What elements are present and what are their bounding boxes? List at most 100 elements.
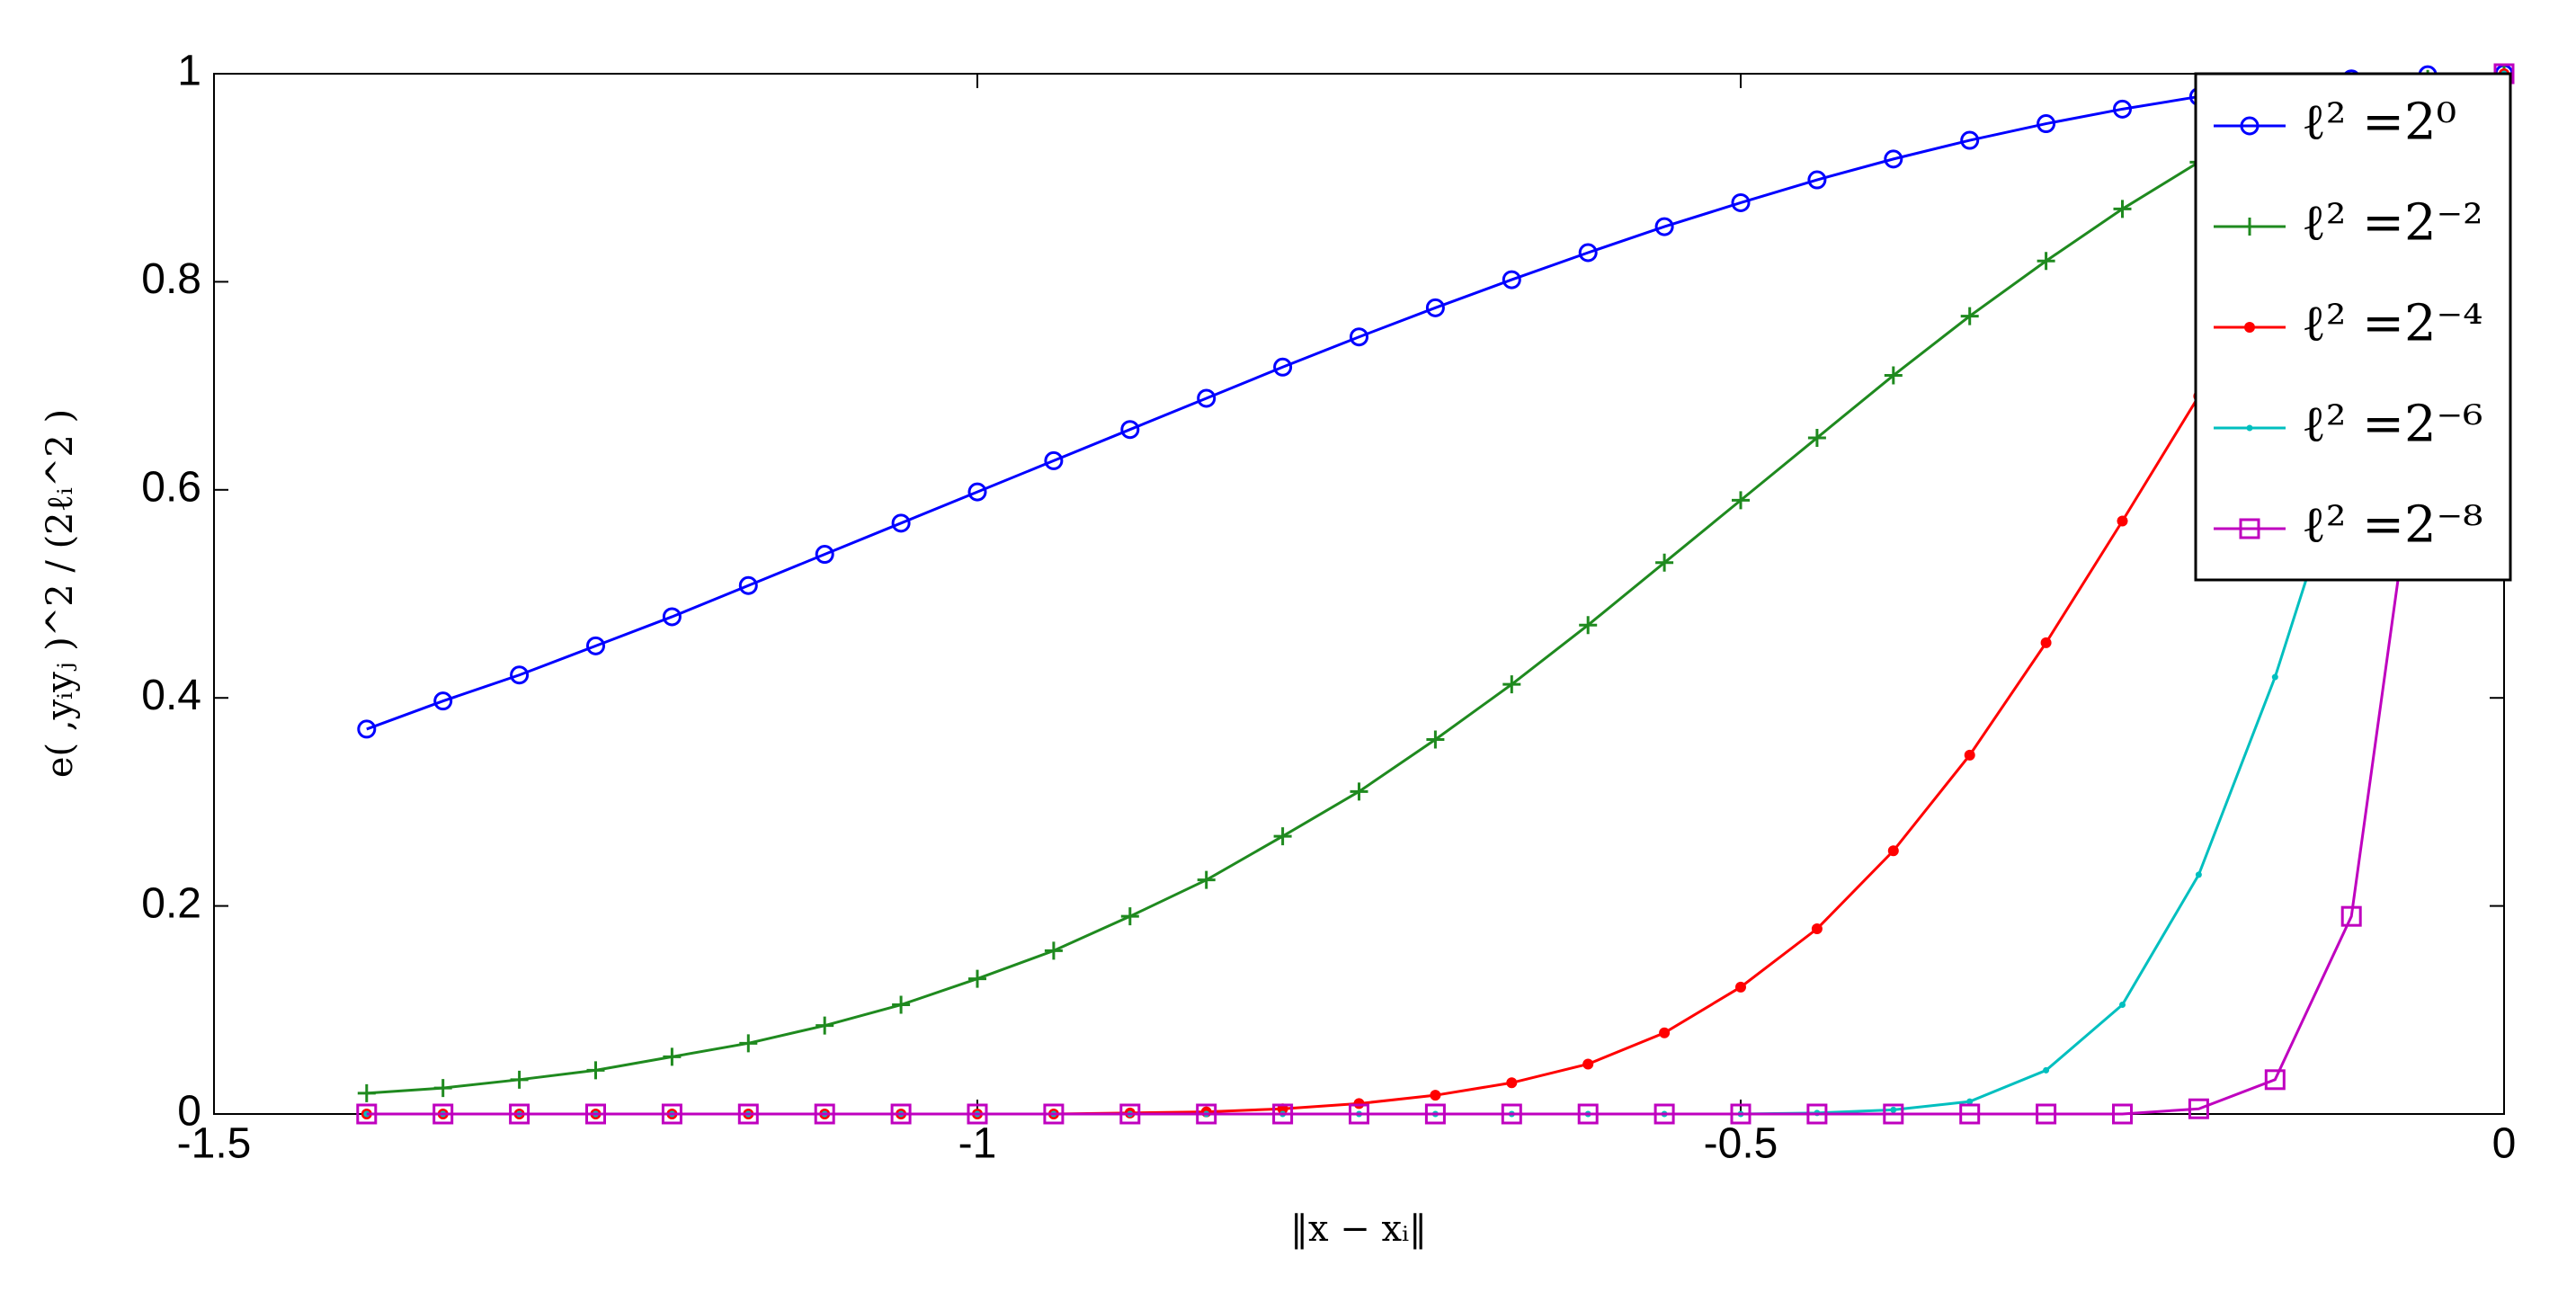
marker [1197, 870, 1216, 889]
marker [1502, 270, 1521, 290]
marker [1425, 298, 1445, 317]
x-axis-label: ‖x − xᵢ‖ [1290, 1208, 1427, 1250]
x-tick-label: 0 [2492, 1120, 2517, 1168]
marker [1272, 1103, 1294, 1125]
marker [1044, 941, 1063, 960]
marker [661, 1103, 682, 1125]
marker [890, 1103, 912, 1125]
marker [967, 482, 987, 502]
marker [891, 513, 911, 533]
marker [1659, 1027, 1671, 1038]
marker [1890, 1106, 1897, 1113]
marker [1350, 327, 1368, 347]
marker [2240, 116, 2260, 136]
marker [2195, 871, 2202, 878]
marker [1653, 1103, 1675, 1125]
series [356, 63, 2515, 1125]
marker [2113, 200, 2132, 218]
marker [1501, 1103, 1522, 1125]
marker [357, 719, 377, 739]
series-line [366, 72, 2505, 731]
marker [2036, 1103, 2057, 1125]
marker [1883, 1103, 1904, 1125]
marker [738, 575, 758, 595]
marker [1273, 357, 1293, 377]
legend: ℓ² =2⁰ ℓ² =2⁻² ℓ² =2⁻⁴ ℓ² =2⁻⁶ ℓ² =2⁻⁸ [2194, 72, 2512, 582]
marker [510, 665, 530, 685]
marker [2244, 322, 2255, 333]
marker [2264, 1069, 2286, 1091]
marker [510, 1070, 529, 1089]
marker [967, 1103, 988, 1125]
marker [1732, 491, 1750, 510]
marker [815, 545, 834, 565]
marker [1578, 243, 1598, 263]
marker [892, 995, 911, 1014]
marker [2113, 99, 2132, 119]
marker [1579, 616, 1598, 635]
marker [1730, 1103, 1752, 1125]
marker [433, 691, 453, 711]
marker [2037, 114, 2056, 134]
marker [968, 969, 986, 988]
marker [2043, 1066, 2050, 1074]
marker [1887, 845, 1899, 857]
y-tick-label: 0 [177, 1088, 201, 1136]
plot-area [213, 73, 2505, 1115]
marker [509, 1103, 530, 1125]
marker [1966, 1098, 1974, 1105]
marker [2241, 218, 2259, 236]
marker [1424, 1103, 1446, 1125]
marker [1884, 149, 1903, 169]
marker [1959, 1103, 1981, 1125]
legend-label: ℓ² =2⁻² [2302, 194, 2483, 253]
legend-label: ℓ² =2⁻⁴ [2302, 295, 2483, 353]
marker [1426, 730, 1445, 749]
y-tick-label: 0.6 [141, 463, 201, 511]
marker [1353, 1098, 1365, 1109]
marker [586, 1061, 605, 1080]
marker [2112, 1103, 2133, 1125]
marker [586, 636, 605, 655]
marker [1807, 428, 1826, 447]
marker [2117, 515, 2128, 527]
marker [432, 1103, 454, 1125]
marker [1120, 907, 1139, 926]
marker [2040, 637, 2052, 648]
marker [1654, 217, 1674, 236]
marker [357, 1083, 376, 1102]
marker [1196, 1103, 1217, 1125]
marker [1960, 307, 1979, 325]
marker [1350, 782, 1368, 801]
marker [1349, 1103, 1369, 1125]
y-tick-label: 1 [177, 48, 201, 95]
marker [1502, 675, 1521, 694]
y-tick-label: 0.2 [141, 879, 201, 927]
series-line [366, 73, 2506, 1116]
marker [2246, 424, 2253, 432]
marker [2188, 1098, 2209, 1119]
marker [1120, 420, 1140, 440]
marker [814, 1103, 835, 1125]
y-tick-label: 0.8 [141, 255, 201, 303]
marker [1960, 130, 1980, 150]
marker [1811, 923, 1823, 935]
y-tick-label: 0.4 [141, 672, 201, 719]
marker [816, 1016, 834, 1035]
marker [1806, 1103, 1828, 1125]
marker [1582, 1058, 1594, 1070]
marker [737, 1103, 759, 1125]
marker [1043, 1103, 1065, 1125]
marker [2037, 252, 2055, 271]
legend-label: ℓ² =2⁻⁶ [2302, 396, 2483, 454]
marker [1964, 749, 1975, 761]
marker [1506, 1077, 1518, 1089]
marker [1273, 827, 1292, 846]
marker [1197, 388, 1217, 408]
marker [663, 1047, 682, 1066]
x-tick-label: -1.5 [177, 1120, 252, 1168]
x-tick-label: -0.5 [1704, 1120, 1778, 1168]
marker [1655, 553, 1674, 572]
marker [739, 1034, 758, 1053]
